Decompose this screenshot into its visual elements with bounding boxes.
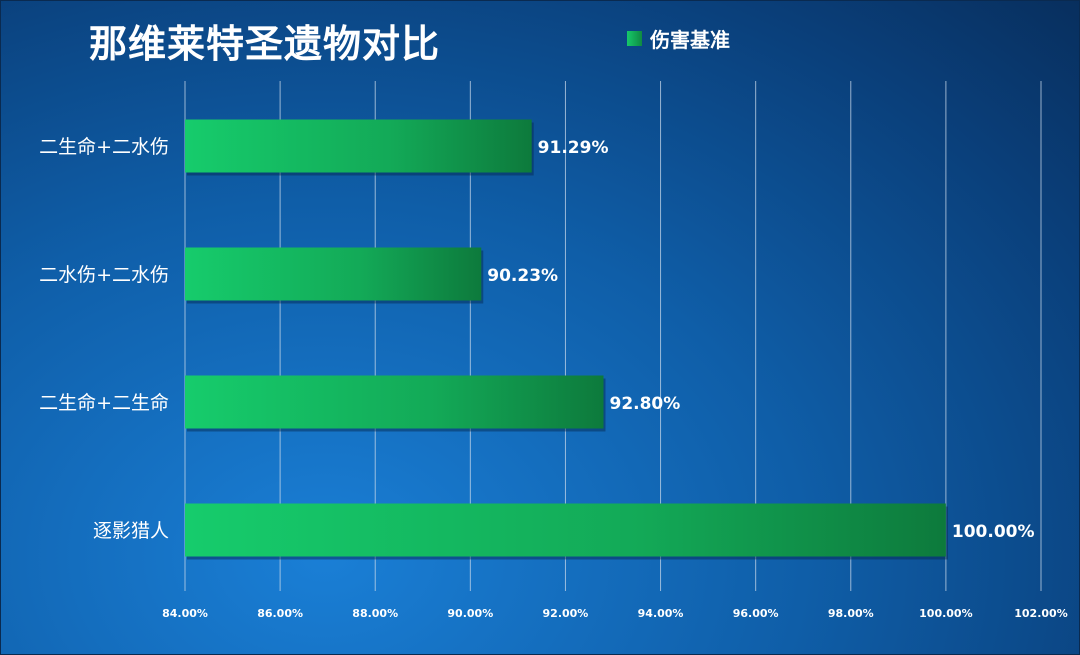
x-tick-label: 90.00%	[447, 607, 493, 620]
category-label: 二水伤+二水伤	[39, 264, 169, 286]
x-tick-label: 98.00%	[828, 607, 874, 620]
legend-swatch	[627, 31, 642, 46]
data-label: 90.23%	[487, 266, 558, 286]
x-tick-label: 92.00%	[543, 607, 589, 620]
bar	[185, 375, 604, 429]
category-label: 二生命+二生命	[39, 392, 169, 414]
category-label: 二生命+二水伤	[39, 136, 169, 158]
bar	[185, 119, 532, 173]
x-tick-label: 96.00%	[733, 607, 779, 620]
category-label: 逐影猎人	[93, 520, 169, 542]
x-tick-label: 102.00%	[1014, 607, 1067, 620]
x-tick-label: 84.00%	[162, 607, 208, 620]
bar	[185, 247, 482, 301]
bar	[185, 503, 946, 557]
x-tick-label: 100.00%	[919, 607, 972, 620]
x-tick-label: 88.00%	[352, 607, 398, 620]
data-label: 92.80%	[609, 394, 680, 414]
data-label: 91.29%	[538, 138, 609, 158]
chart-title: 那维莱特圣遗物对比	[89, 22, 441, 66]
data-label: 100.00%	[952, 522, 1035, 542]
x-tick-label: 86.00%	[257, 607, 303, 620]
legend-label: 伤害基准	[650, 28, 730, 52]
x-tick-label: 94.00%	[638, 607, 684, 620]
legend: 伤害基准	[627, 24, 730, 53]
